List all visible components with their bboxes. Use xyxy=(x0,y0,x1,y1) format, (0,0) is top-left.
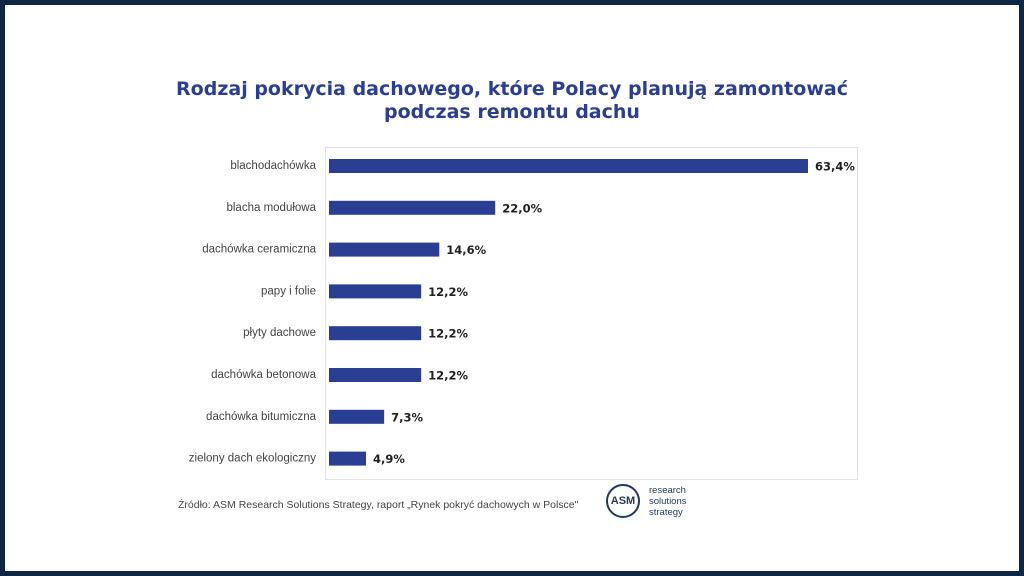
bar xyxy=(329,242,440,257)
chart-title-line-2: podczas remontu dachu xyxy=(384,101,640,123)
source-note: Źródło: ASM Research Solutions Strategy,… xyxy=(178,499,579,511)
bar xyxy=(329,326,422,341)
bar xyxy=(329,200,496,215)
value-label: 12,2% xyxy=(428,327,468,341)
bar xyxy=(329,284,422,299)
category-label: dachówka betonowa xyxy=(211,369,316,381)
value-label: 12,2% xyxy=(428,285,468,299)
value-label: 63,4% xyxy=(815,160,855,174)
value-label: 14,6% xyxy=(446,243,486,257)
bar xyxy=(329,368,422,382)
chart-title: Rodzaj pokrycia dachowego, które Polacy … xyxy=(0,78,1024,124)
asm-logo-line-3: strategy xyxy=(649,507,683,518)
category-label: blacha modułowa xyxy=(226,202,316,214)
value-label: 4,9% xyxy=(373,452,405,466)
chart-title-line-1: Rodzaj pokrycia dachowego, które Polacy … xyxy=(176,78,848,100)
category-label: płyty dachowe xyxy=(243,327,316,339)
category-label: zielony dach ekologiczny xyxy=(189,453,316,465)
category-label: dachówka bitumiczna xyxy=(206,411,317,423)
category-label: papy i folie xyxy=(261,285,316,297)
asm-logo-line-2: solutions xyxy=(649,496,687,507)
bar xyxy=(329,409,385,424)
asm-logo-mark: ASM xyxy=(606,484,640,518)
bar xyxy=(329,159,808,173)
value-label: 22,0% xyxy=(502,201,542,215)
category-label: dachówka ceramiczna xyxy=(202,244,316,256)
category-label: blachodachówka xyxy=(230,160,316,172)
asm-logo-line-1: research xyxy=(649,485,686,496)
bar xyxy=(329,451,367,466)
value-label: 12,2% xyxy=(428,369,468,383)
asm-logo-text: research solutions strategy xyxy=(649,485,687,518)
value-label: 7,3% xyxy=(391,410,423,424)
